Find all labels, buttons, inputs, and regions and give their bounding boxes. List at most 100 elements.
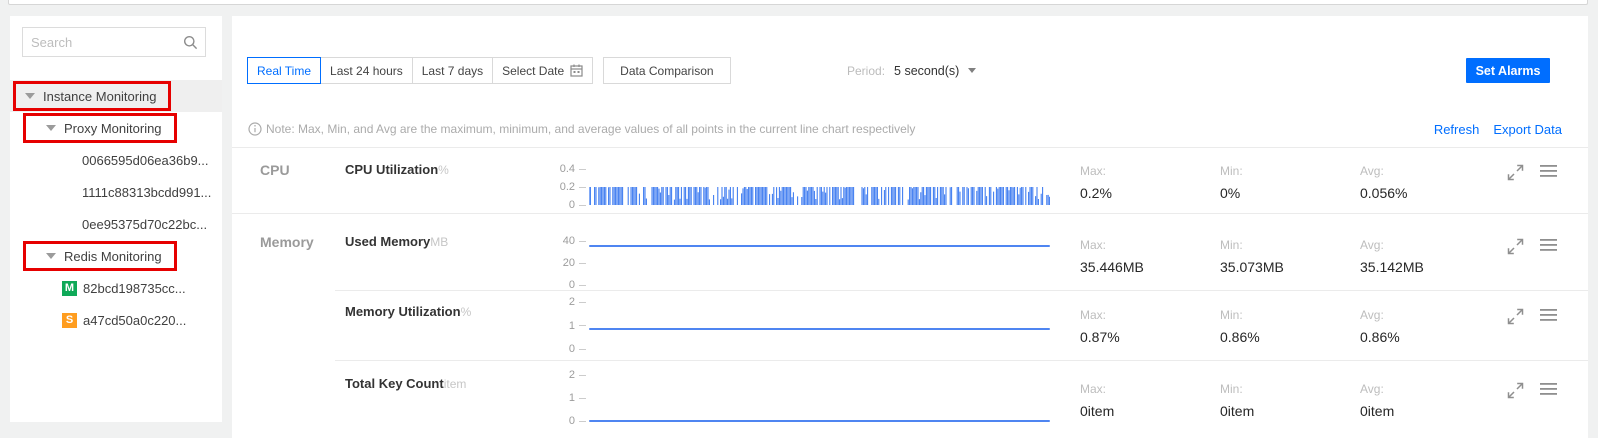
metric-row: CPU CPU Utilization% 0.4 0.2 0 Max: 0.2% M… xyxy=(232,147,1588,213)
stat-min: Min: 0item xyxy=(1220,382,1360,419)
expand-fullscreen-icon[interactable] xyxy=(1507,238,1524,255)
tab-label: Real Time xyxy=(257,63,312,78)
note-text: Note: Max, Min, and Avg are the maximum,… xyxy=(266,122,916,136)
y-tick-label: 0.4 xyxy=(559,163,575,175)
y-tick: 0 xyxy=(542,415,586,427)
mini-chart: 2 1 0 xyxy=(542,296,1050,355)
mini-chart: 2 1 0 xyxy=(542,369,1050,427)
search-box[interactable] xyxy=(22,27,206,57)
stat-avg-value: 0.86% xyxy=(1360,329,1400,345)
export-data-link[interactable]: Export Data xyxy=(1493,121,1562,137)
tree-item[interactable]: 0066595d06ea36b9... xyxy=(10,144,222,176)
expand-fullscreen-icon[interactable] xyxy=(1507,164,1524,181)
caret-down-icon[interactable] xyxy=(46,125,56,131)
y-tick-mark xyxy=(579,348,586,350)
set-alarms-button[interactable]: Set Alarms xyxy=(1466,58,1550,83)
tab-label: Last 7 days xyxy=(421,63,484,78)
info-icon xyxy=(248,122,262,136)
time-tab-select-date[interactable]: Select Date xyxy=(492,57,594,84)
y-tick-label: 1 xyxy=(568,319,575,332)
refresh-link[interactable]: Refresh xyxy=(1433,121,1480,137)
menu-hamburger-icon[interactable] xyxy=(1540,238,1557,255)
y-tick-mark xyxy=(579,262,586,264)
chart-plot[interactable] xyxy=(589,375,1050,422)
chart-plot[interactable] xyxy=(589,302,1050,349)
metric-name: CPU Utilization xyxy=(345,162,439,177)
tree-item[interactable]: Instance Monitoring xyxy=(10,80,222,112)
stat-min-value: 0.86% xyxy=(1220,329,1260,345)
chart-plot[interactable] xyxy=(589,241,1050,285)
tree-item[interactable]: S a47cd50a0c220... xyxy=(10,304,222,336)
data-comparison-button[interactable]: Data Comparison xyxy=(603,57,731,84)
stat-min-label: Min: xyxy=(1220,382,1243,396)
tree-item-label: 0ee95375d70c22bc... xyxy=(82,216,208,232)
period-dropdown[interactable]: Period: 5 second(s) xyxy=(847,57,977,84)
tree-item[interactable]: M 82bcd198735cc... xyxy=(10,272,222,304)
stat-min-label: Min: xyxy=(1220,164,1243,178)
metric-unit: item xyxy=(443,377,467,391)
y-tick-label: 0 xyxy=(568,279,575,291)
time-tab-last-7-days[interactable]: Last 7 days xyxy=(411,57,494,84)
expand-fullscreen-icon[interactable] xyxy=(1507,308,1524,325)
metric-line-series xyxy=(589,327,1050,330)
stat-min-label: Min: xyxy=(1220,238,1243,252)
tree-item-label: a47cd50a0c220... xyxy=(83,312,187,328)
stat-max: Max: 0.87% xyxy=(1080,308,1220,345)
y-tick-label: 1 xyxy=(568,392,575,404)
metric-unit: % xyxy=(460,305,472,319)
stat-avg-label: Avg: xyxy=(1360,308,1384,322)
caret-down-icon[interactable] xyxy=(25,93,35,99)
y-tick: 2 xyxy=(542,369,586,381)
tree-item[interactable]: Redis Monitoring xyxy=(10,240,222,272)
metric-name: Memory Utilization xyxy=(345,304,461,319)
y-tick-label: 0 xyxy=(568,199,575,211)
menu-hamburger-icon[interactable] xyxy=(1540,382,1557,399)
cpu-spike-series xyxy=(589,187,1050,205)
metric-name: Total Key Count xyxy=(345,376,444,391)
metric-unit: MB xyxy=(430,235,449,249)
metric-row: Total Key Countitem 2 1 0 Max: 0 item Min: … xyxy=(232,360,1588,438)
search-input[interactable] xyxy=(23,34,183,50)
chart-plot[interactable] xyxy=(589,169,1050,205)
stat-max: Max: 35.446MB xyxy=(1080,238,1220,275)
stat-max-value: 0.2% xyxy=(1080,185,1112,201)
mini-chart: 0.4 0.2 0 xyxy=(542,163,1050,211)
tree-item[interactable]: 1111c88313bcdd991... xyxy=(10,176,222,208)
stat-avg-value: 0.056% xyxy=(1360,185,1408,201)
tab-label: Select Date xyxy=(502,63,565,78)
stat-avg-label: Avg: xyxy=(1360,382,1384,396)
tree-item[interactable]: Proxy Monitoring xyxy=(10,112,222,144)
stat-avg-label: Avg: xyxy=(1360,164,1384,178)
metric-row: Memory Used MemoryMB 40 20 0 Max: 35.446MB… xyxy=(232,213,1588,291)
menu-hamburger-icon[interactable] xyxy=(1540,308,1557,325)
stat-max-label: Max: xyxy=(1080,164,1107,178)
tree-item[interactable]: 0ee95375d70c22bc... xyxy=(10,208,222,240)
menu-hamburger-icon[interactable] xyxy=(1540,164,1557,181)
stat-max-label: Max: xyxy=(1080,382,1107,396)
time-tab-real-time[interactable]: Real Time xyxy=(247,57,322,84)
stat-avg: Avg: 0item xyxy=(1360,382,1500,419)
y-tick: 1 xyxy=(542,320,586,332)
stat-min: Min: 0% xyxy=(1220,164,1360,201)
stat-min-value: 0% xyxy=(1220,185,1241,201)
y-tick-mark xyxy=(579,325,586,326)
metric-title: Used MemoryMB xyxy=(345,234,448,249)
y-tick: 0 xyxy=(542,199,586,211)
time-tab-last-24-hours[interactable]: Last 24 hours xyxy=(320,57,413,84)
expand-fullscreen-icon[interactable] xyxy=(1507,382,1524,399)
stat-max-label: Max: xyxy=(1080,238,1107,252)
time-range-tabs: Real Time Last 24 hours Last 7 days Select … xyxy=(247,57,731,84)
search-icon[interactable] xyxy=(183,35,198,50)
chevron-down-icon xyxy=(968,68,977,73)
metric-title: Total Key Countitem xyxy=(345,376,466,391)
y-tick-mark xyxy=(579,397,586,399)
tree-item-label: Instance Monitoring xyxy=(43,88,157,104)
y-tick-label: 0 xyxy=(568,343,575,355)
y-tick-label: 20 xyxy=(562,257,575,269)
period-value: 5 second(s) xyxy=(894,63,960,78)
caret-down-icon[interactable] xyxy=(46,253,56,259)
y-tick-label: 40 xyxy=(562,235,575,247)
stat-max-value: 0.87% xyxy=(1080,329,1120,345)
y-tick-mark xyxy=(579,204,586,206)
y-tick-mark xyxy=(579,186,586,188)
